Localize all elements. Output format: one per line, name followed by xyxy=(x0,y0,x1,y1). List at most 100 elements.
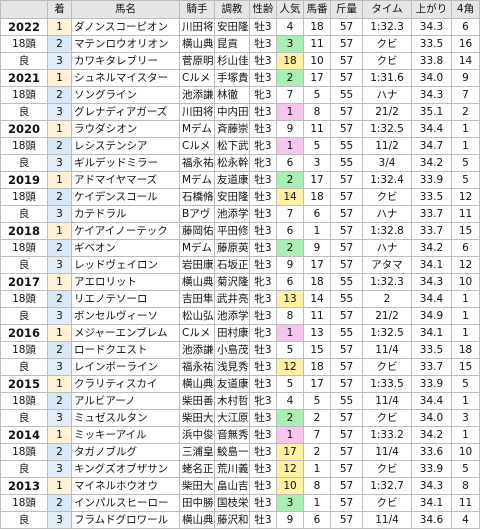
horse-name-cell: カワキタレブリー xyxy=(71,52,180,70)
trainer-cell: 斉藤崇 xyxy=(214,120,250,138)
finish-cell: 2 xyxy=(47,188,72,206)
track-condition-cell: 良 xyxy=(0,205,48,223)
margin-cell: 21/2 xyxy=(362,103,412,121)
year-cell: 2014 xyxy=(0,426,48,444)
margin-cell: 3/4 xyxy=(362,154,412,172)
corner4-cell: 1 xyxy=(451,137,480,155)
finish-cell: 2 xyxy=(47,239,72,257)
finish-cell: 1 xyxy=(47,375,72,393)
sex-age-cell: 牡3 xyxy=(249,307,277,325)
popularity-cell: 10 xyxy=(276,477,304,495)
corner4-cell: 12 xyxy=(451,188,480,206)
popularity-cell: 2 xyxy=(276,239,304,257)
header-finish: 着 xyxy=(47,0,72,19)
jockey-cell: 吉田隼 xyxy=(179,290,215,308)
runners-cell: 18頭 xyxy=(0,188,48,206)
jockey-cell: 柴田大 xyxy=(179,477,215,495)
sex-age-cell: 牡3 xyxy=(249,494,277,512)
sex-age-cell: 牡3 xyxy=(249,222,277,240)
weight-cell: 55 xyxy=(330,273,363,291)
sex-age-cell: 牡3 xyxy=(249,426,277,444)
sex-age-cell: 牡3 xyxy=(249,52,277,70)
trainer-cell: 石坂正 xyxy=(214,256,250,274)
weight-cell: 55 xyxy=(330,86,363,104)
track-condition-cell: 良 xyxy=(0,154,48,172)
last3f-cell: 34.4 xyxy=(411,392,452,410)
horse-name-cell: タガノブルグ xyxy=(71,443,180,461)
sex-age-cell: 牡3 xyxy=(249,358,277,376)
margin-cell: 2 xyxy=(362,290,412,308)
popularity-cell: 8 xyxy=(276,307,304,325)
last3f-cell: 33.9 xyxy=(411,460,452,478)
last3f-cell: 34.1 xyxy=(411,494,452,512)
finish-cell: 1 xyxy=(47,324,72,342)
last3f-cell: 33.6 xyxy=(411,443,452,461)
sex-age-cell: 牡3 xyxy=(249,511,277,529)
corner4-cell: 11 xyxy=(451,205,480,223)
weight-cell: 55 xyxy=(330,137,363,155)
weight-cell: 57 xyxy=(330,103,363,121)
time-cell: 1:32.7 xyxy=(362,477,412,495)
sex-age-cell: 牝3 xyxy=(249,392,277,410)
horse-name-cell: ミュゼスルタン xyxy=(71,409,180,427)
last3f-cell: 33.5 xyxy=(411,35,452,53)
corner4-cell: 1 xyxy=(451,426,480,444)
horse-name-cell: シュネルマイスター xyxy=(71,69,180,87)
trainer-cell: 池添学 xyxy=(214,205,250,223)
trainer-cell: 荒川義 xyxy=(214,460,250,478)
last3f-cell: 34.1 xyxy=(411,256,452,274)
weight-cell: 55 xyxy=(330,324,363,342)
track-condition-cell: 良 xyxy=(0,307,48,325)
margin-cell: 21/2 xyxy=(362,307,412,325)
trainer-cell: 田村康 xyxy=(214,324,250,342)
horse-name-cell: ミッキーアイル xyxy=(71,426,180,444)
popularity-cell: 1 xyxy=(276,103,304,121)
finish-cell: 3 xyxy=(47,256,72,274)
corner4-cell: 15 xyxy=(451,358,480,376)
weight-cell: 57 xyxy=(330,18,363,36)
post-number-cell: 8 xyxy=(303,477,331,495)
post-number-cell: 1 xyxy=(303,460,331,478)
post-number-cell: 5 xyxy=(303,137,331,155)
horse-name-cell: アエロリット xyxy=(71,273,180,291)
year-cell: 2019 xyxy=(0,171,48,189)
margin-cell: ハナ xyxy=(362,239,412,257)
horse-name-cell: マテンロウオリオン xyxy=(71,35,180,53)
post-number-cell: 11 xyxy=(303,120,331,138)
sex-age-cell: 牝3 xyxy=(249,290,277,308)
corner4-cell: 18 xyxy=(451,341,480,359)
runners-cell: 18頭 xyxy=(0,137,48,155)
post-number-cell: 13 xyxy=(303,324,331,342)
finish-cell: 3 xyxy=(47,307,72,325)
popularity-cell: 1 xyxy=(276,426,304,444)
corner4-cell: 12 xyxy=(451,256,480,274)
table-row: 2022 1 ダノンスコーピオン 川田将 安田隆 牡3 4 18 57 1:32.3 34.3 6 xyxy=(0,18,480,36)
trainer-cell: 池添学 xyxy=(214,307,250,325)
post-number-cell: 18 xyxy=(303,188,331,206)
year-cell: 2015 xyxy=(0,375,48,393)
jockey-cell: 横山典 xyxy=(179,375,215,393)
finish-cell: 3 xyxy=(47,511,72,529)
margin-cell: アタマ xyxy=(362,256,412,274)
finish-cell: 2 xyxy=(47,290,72,308)
finish-cell: 1 xyxy=(47,477,72,495)
popularity-cell: 9 xyxy=(276,120,304,138)
year-cell: 2017 xyxy=(0,273,48,291)
weight-cell: 57 xyxy=(330,511,363,529)
popularity-cell: 5 xyxy=(276,341,304,359)
table-row: 18頭 2 アルビアーノ 柴田善 木村哲 牝3 4 5 55 11/4 34.4 1 xyxy=(0,392,480,410)
last3f-cell: 34.4 xyxy=(411,290,452,308)
post-number-cell: 17 xyxy=(303,171,331,189)
popularity-cell: 13 xyxy=(276,290,304,308)
last3f-cell: 33.5 xyxy=(411,341,452,359)
finish-cell: 1 xyxy=(47,273,72,291)
trainer-cell: 菊沢隆 xyxy=(214,273,250,291)
header-row: 着 馬名 騎手 調教 性齢 人気 馬番 斤量 タイム 上がり 4角 xyxy=(0,0,480,19)
last3f-cell: 34.4 xyxy=(411,120,452,138)
post-number-cell: 14 xyxy=(303,290,331,308)
jockey-cell: 川田将 xyxy=(179,103,215,121)
runners-cell: 18頭 xyxy=(0,239,48,257)
corner4-cell: 15 xyxy=(451,222,480,240)
popularity-cell: 2 xyxy=(276,409,304,427)
sex-age-cell: 牡3 xyxy=(249,103,277,121)
